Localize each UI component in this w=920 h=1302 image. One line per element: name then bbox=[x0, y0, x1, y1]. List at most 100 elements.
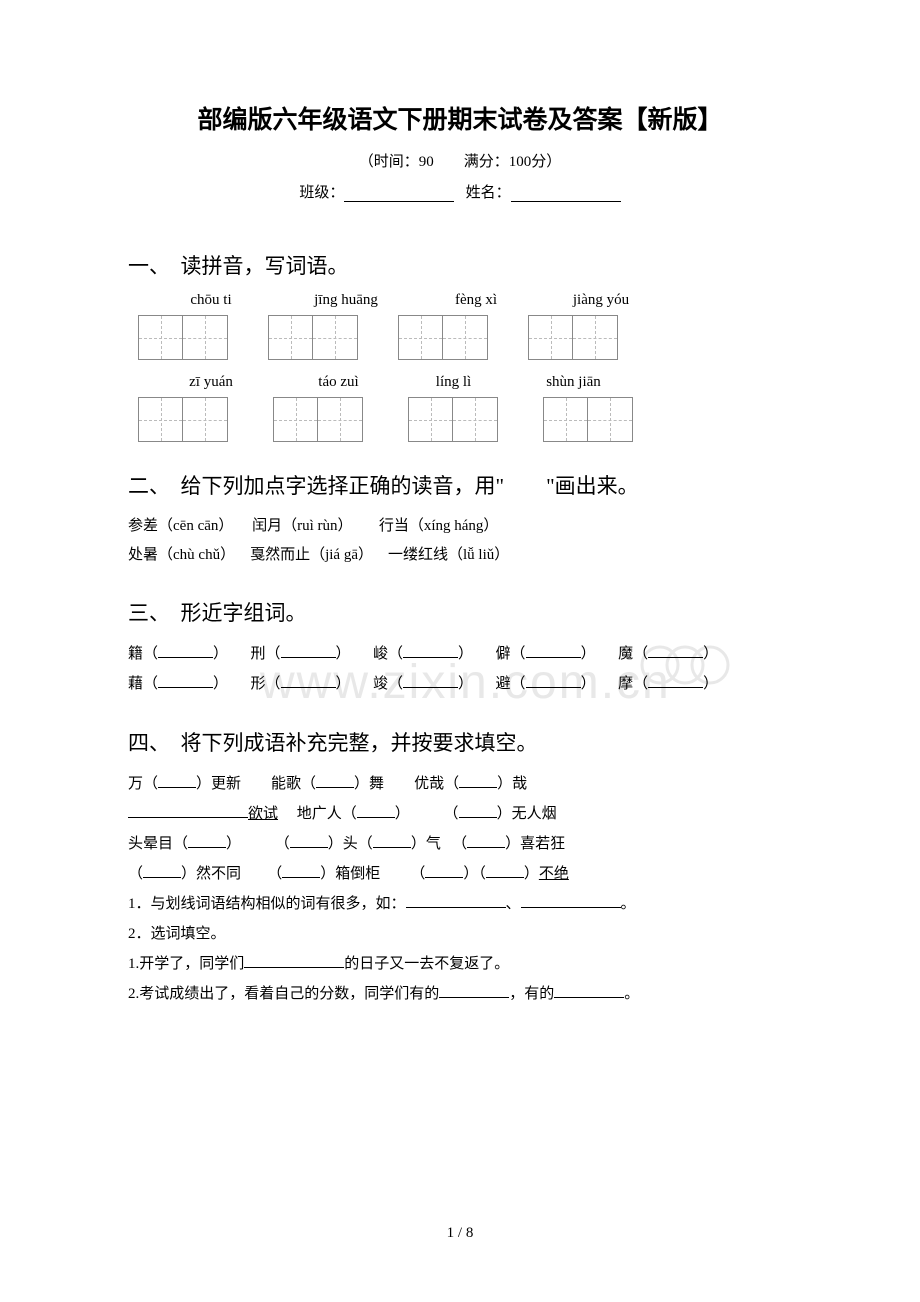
blank bbox=[403, 642, 458, 658]
t: ）（ bbox=[463, 866, 486, 882]
t: ）喜若狂 bbox=[505, 836, 565, 852]
pinyin-1: chōu ti bbox=[146, 292, 276, 309]
char-box bbox=[588, 397, 633, 442]
t: 万（ bbox=[128, 776, 158, 792]
s2-2c: 一缕红线（lǚ liǔ） bbox=[388, 547, 509, 563]
t: （ bbox=[444, 806, 459, 822]
section4-heading: 四、 将下列成语补充完整，并按要求填空。 bbox=[128, 727, 792, 757]
blank bbox=[281, 672, 336, 688]
s3-1a: 籍（ bbox=[128, 646, 158, 662]
t: ）头（ bbox=[328, 836, 373, 852]
class-label: 班级： bbox=[299, 185, 344, 201]
blank bbox=[459, 802, 497, 818]
blank bbox=[128, 802, 248, 818]
t: 。 bbox=[624, 986, 639, 1002]
char-pair bbox=[543, 397, 633, 442]
char-pair bbox=[398, 315, 488, 360]
section2-line2: 处暑（chù chǔ） 戛然而止（jiá gā） 一缕红线（lǚ liǔ） bbox=[128, 541, 792, 570]
s3-1b: ） 刑（ bbox=[213, 646, 281, 662]
s2-2a: 处暑（chù chǔ） bbox=[128, 547, 235, 563]
s3-1d: ） 僻（ bbox=[458, 646, 526, 662]
s2-1b: 闰月（ruì rùn） bbox=[252, 518, 352, 534]
pinyin-4: jiàng yóu bbox=[536, 292, 666, 309]
blank bbox=[188, 832, 226, 848]
blank bbox=[459, 772, 497, 788]
blank bbox=[425, 862, 463, 878]
s3-2e: ） 摩（ bbox=[581, 676, 649, 692]
t: ） bbox=[226, 836, 241, 852]
t: ）无人烟 bbox=[497, 806, 557, 822]
t: 能歌（ bbox=[271, 776, 316, 792]
t: 头晕目（ bbox=[128, 836, 188, 852]
char-box bbox=[573, 315, 618, 360]
char-pair bbox=[268, 315, 358, 360]
blank bbox=[143, 862, 181, 878]
pinyin-row-2: zī yuán táo zuì líng lì shùn jiān bbox=[128, 374, 792, 391]
t: （ bbox=[275, 836, 290, 852]
page-footer: 1 / 8 bbox=[0, 1225, 920, 1242]
section2-heading: 二、 给下列加点字选择正确的读音，用" "画出来。 bbox=[128, 470, 792, 500]
pinyin-3: fèng xì bbox=[416, 292, 536, 309]
name-label: 姓名： bbox=[466, 185, 511, 201]
section3-line1: 籍（） 刑（） 峻（） 僻（） 魔（） bbox=[128, 639, 792, 669]
char-pair bbox=[528, 315, 618, 360]
section3-line2: 藉（） 形（） 竣（） 避（） 摩（） bbox=[128, 669, 792, 699]
char-box bbox=[528, 315, 573, 360]
t: ）气 bbox=[411, 836, 441, 852]
pinyin-6: táo zuì bbox=[276, 374, 401, 391]
pinyin-2: jīng huāng bbox=[276, 292, 416, 309]
char-box bbox=[183, 315, 228, 360]
class-name-line: 班级： 姓名： bbox=[128, 181, 792, 202]
t: 1.开学了，同学们 bbox=[128, 956, 244, 972]
char-pair bbox=[138, 397, 228, 442]
t: （ bbox=[452, 836, 467, 852]
page-title: 部编版六年级语文下册期末试卷及答案【新版】 bbox=[128, 100, 792, 136]
s2-2b: 戛然而止（jiá gā） bbox=[250, 547, 373, 563]
blank bbox=[526, 642, 581, 658]
s4-q2: 2．选词填空。 bbox=[128, 919, 792, 949]
s3-2b: ） 形（ bbox=[213, 676, 281, 692]
blank bbox=[554, 982, 624, 998]
t: （ bbox=[128, 866, 143, 882]
blank bbox=[439, 982, 509, 998]
blank bbox=[281, 642, 336, 658]
boxes-row-2 bbox=[128, 397, 792, 442]
blank bbox=[406, 892, 506, 908]
t: ）然不同 bbox=[181, 866, 241, 882]
blank bbox=[486, 862, 524, 878]
t: 1．与划线词语结构相似的词有很多，如： bbox=[128, 896, 406, 912]
char-pair bbox=[408, 397, 498, 442]
blank bbox=[290, 832, 328, 848]
t: 、 bbox=[506, 896, 521, 912]
s3-2c: ） 竣（ bbox=[336, 676, 404, 692]
blank bbox=[357, 802, 395, 818]
class-blank bbox=[344, 184, 454, 202]
section1-heading: 一、 读拼音，写词语。 bbox=[128, 250, 792, 280]
blank bbox=[244, 952, 344, 968]
section2-line1: 参差（cēn cān） 闰月（ruì rùn） 行当（xíng háng） bbox=[128, 512, 792, 541]
t: 优哉（ bbox=[414, 776, 459, 792]
pinyin-7: líng lì bbox=[401, 374, 506, 391]
char-box bbox=[453, 397, 498, 442]
char-box bbox=[398, 315, 443, 360]
char-box bbox=[318, 397, 363, 442]
s4-l3: 头晕目（ ） （ ）头（ ）气 （ ）喜若狂 bbox=[128, 829, 792, 859]
char-box bbox=[138, 315, 183, 360]
blank bbox=[316, 772, 354, 788]
s4-l4: （）然不同 （）箱倒柜 （）（）不绝 bbox=[128, 859, 792, 889]
s4-q2-1: 1.开学了，同学们 的日子又一去不复返了。 bbox=[128, 949, 792, 979]
name-blank bbox=[511, 184, 621, 202]
char-box bbox=[408, 397, 453, 442]
pinyin-8: shùn jiān bbox=[506, 374, 641, 391]
char-pair bbox=[138, 315, 228, 360]
s3-2f: ） bbox=[703, 676, 718, 692]
t: 的日子又一去不复返了。 bbox=[344, 956, 509, 972]
char-box bbox=[443, 315, 488, 360]
s3-2d: ） 避（ bbox=[458, 676, 526, 692]
blank bbox=[648, 672, 703, 688]
blank bbox=[373, 832, 411, 848]
section3-heading: 三、 形近字组词。 bbox=[128, 597, 792, 627]
s2-1a: 参差（cēn cān） bbox=[128, 518, 233, 534]
t: ）箱倒柜 bbox=[320, 866, 380, 882]
t: 不绝 bbox=[539, 866, 569, 882]
